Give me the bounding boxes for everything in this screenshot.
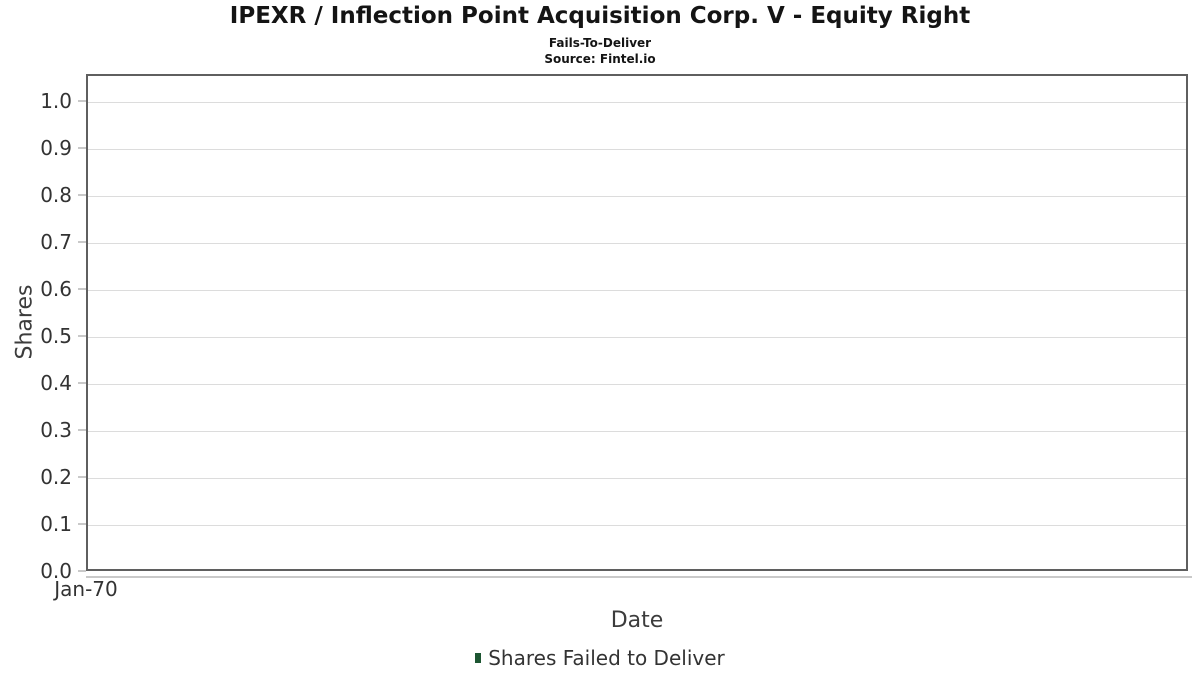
y-tick-label: 0.2 [40, 465, 72, 489]
gridline [88, 290, 1186, 291]
y-tick-label: 0.8 [40, 183, 72, 207]
y-tick-label: 0.7 [40, 230, 72, 254]
gridline [88, 525, 1186, 526]
y-axis-tick-labels: 1.0 0.9 0.8 0.7 0.6 0.5 0.4 0.3 0.2 0.1 0.0 [0, 74, 76, 583]
x-axis-line [86, 576, 1192, 578]
y-tick-label: 0.4 [40, 371, 72, 395]
gridline [88, 196, 1186, 197]
plot-area [86, 74, 1188, 571]
y-tick-label: 0.5 [40, 324, 72, 348]
chart-title: IPEXR / Inflection Point Acquisition Cor… [229, 3, 971, 29]
chart-source-label: Source: Fintel.io [544, 52, 656, 66]
y-tick-mark [78, 523, 86, 525]
legend-item-shares-failed-to-deliver[interactable]: Shares Failed to Deliver [0, 646, 1200, 670]
gridline [88, 149, 1186, 150]
y-tick-label: 0.0 [40, 559, 72, 583]
y-tick-mark [78, 241, 86, 243]
y-tick-label: 1.0 [40, 89, 72, 113]
y-tick-mark [78, 147, 86, 149]
gridline [88, 384, 1186, 385]
gridline [88, 243, 1186, 244]
y-tick-mark [78, 570, 86, 572]
y-tick-mark [78, 288, 86, 290]
y-tick-mark [78, 335, 86, 337]
legend-marker-icon [475, 653, 482, 663]
y-tick-label: 0.3 [40, 418, 72, 442]
y-tick-mark [78, 100, 86, 102]
legend-label: Shares Failed to Deliver [488, 646, 725, 670]
y-tick-mark [78, 429, 86, 431]
y-tick-label: 0.1 [40, 512, 72, 536]
x-axis-title: Date [610, 608, 664, 633]
y-tick-mark [78, 476, 86, 478]
x-axis-tick-label: Jan-70 [54, 577, 118, 601]
gridline [88, 102, 1186, 103]
gridline [88, 431, 1186, 432]
y-tick-mark [78, 194, 86, 196]
y-tick-label: 0.9 [40, 136, 72, 160]
gridline [88, 478, 1186, 479]
gridline [88, 337, 1186, 338]
chart-subtitle: Fails-To-Deliver [548, 36, 652, 50]
y-tick-label: 0.6 [40, 277, 72, 301]
y-axis-tick-marks [78, 74, 86, 575]
y-tick-mark [78, 382, 86, 384]
